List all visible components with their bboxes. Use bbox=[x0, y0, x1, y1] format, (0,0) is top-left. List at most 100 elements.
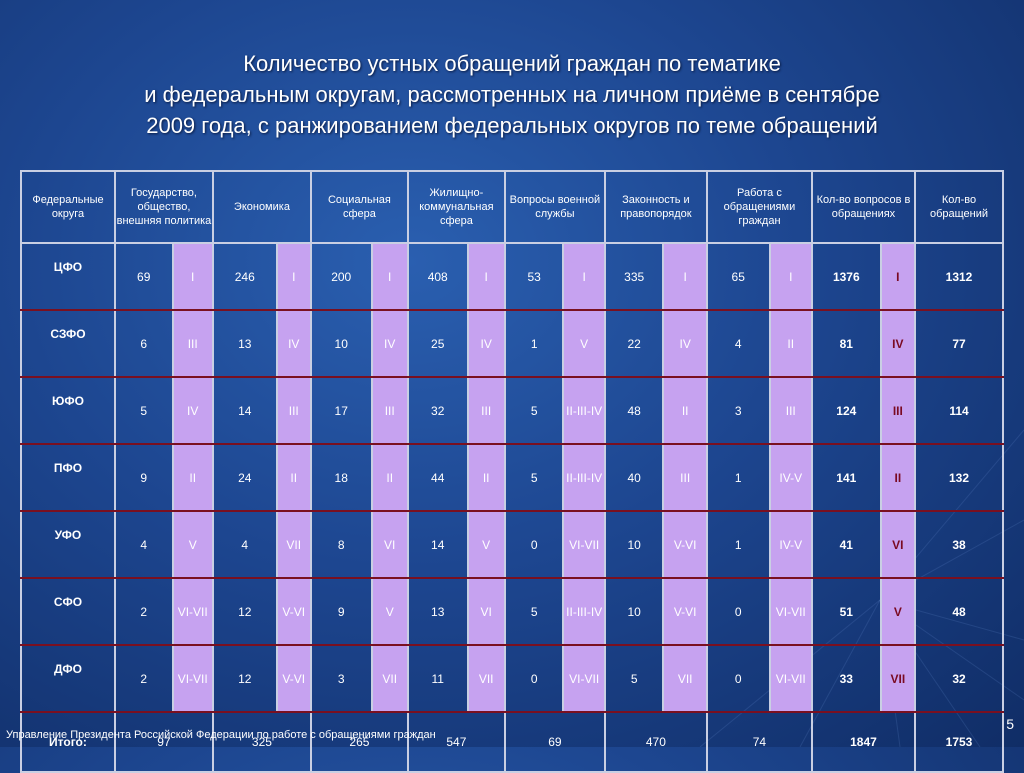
header-region: Федеральные округа bbox=[20, 170, 116, 244]
rank-cell: III bbox=[662, 443, 708, 512]
value-cell: 53 bbox=[503, 242, 565, 311]
rank-cell: VI-VII bbox=[562, 510, 606, 579]
value-cell: 8 bbox=[309, 510, 373, 579]
rank-cell: V bbox=[466, 510, 506, 579]
value-cell: 4 bbox=[705, 309, 771, 378]
region-cell: ПФО bbox=[20, 443, 116, 512]
value-cell: 12 bbox=[211, 577, 278, 646]
questions-cell: 41 bbox=[810, 510, 882, 579]
rank-cell: III bbox=[370, 376, 409, 445]
region-cell: СФО bbox=[20, 577, 116, 646]
rank-cell: I bbox=[768, 242, 813, 311]
overall-rank-cell: I bbox=[879, 242, 917, 311]
value-cell: 5 bbox=[503, 376, 565, 445]
rank-cell: II bbox=[768, 309, 813, 378]
value-cell: 14 bbox=[406, 510, 469, 579]
value-cell: 10 bbox=[603, 577, 665, 646]
value-cell: 1 bbox=[503, 309, 565, 378]
value-cell: 3 bbox=[309, 644, 373, 713]
value-cell: 40 bbox=[603, 443, 665, 512]
region-cell: ДФО bbox=[20, 644, 116, 713]
header-count-appeals: Кол-во обращений bbox=[914, 170, 1004, 244]
rank-cell: I bbox=[275, 242, 312, 311]
rank-cell: IV bbox=[275, 309, 312, 378]
rank-cell: VII bbox=[370, 644, 409, 713]
title-line-3: 2009 года, с ранжированием федеральных о… bbox=[146, 113, 878, 138]
region-cell: ЮФО bbox=[20, 376, 116, 445]
appeals-cell: 114 bbox=[914, 376, 1004, 445]
questions-cell: 141 bbox=[810, 443, 882, 512]
value-cell: 48 bbox=[603, 376, 665, 445]
overall-rank-cell: II bbox=[879, 443, 917, 512]
rank-cell: II bbox=[275, 443, 312, 512]
table-row: ПФО 9 II 24 II 18 II 44 II 5 II-III-IV 40 III 1 IV-V 14… bbox=[20, 443, 1004, 512]
rank-cell: IV-V bbox=[768, 510, 813, 579]
total-value-cell: 69 bbox=[503, 711, 606, 773]
value-cell: 4 bbox=[113, 510, 174, 579]
questions-cell: 81 bbox=[810, 309, 882, 378]
value-cell: 6 bbox=[113, 309, 174, 378]
header-gov: Государство, общество, внешняя политика bbox=[113, 170, 214, 244]
value-cell: 5 bbox=[503, 443, 565, 512]
rank-cell: II-III-IV bbox=[562, 443, 606, 512]
rank-cell: V-VI bbox=[662, 577, 708, 646]
rank-cell: VII bbox=[662, 644, 708, 713]
value-cell: 0 bbox=[503, 510, 565, 579]
total-value-cell: 97 bbox=[113, 711, 214, 773]
value-cell: 44 bbox=[406, 443, 469, 512]
rank-cell: III bbox=[768, 376, 813, 445]
region-cell: СЗФО bbox=[20, 309, 116, 378]
rank-cell: I bbox=[466, 242, 506, 311]
table-row: ЦФО 69 I 246 I 200 I 408 I 53 I 335 I 65 I 1376 I 1312 bbox=[20, 242, 1004, 311]
rank-cell: V bbox=[171, 510, 214, 579]
value-cell: 0 bbox=[503, 644, 565, 713]
overall-rank-cell: VII bbox=[879, 644, 917, 713]
value-cell: 69 bbox=[113, 242, 174, 311]
value-cell: 246 bbox=[211, 242, 278, 311]
value-cell: 5 bbox=[603, 644, 665, 713]
rank-cell: I bbox=[370, 242, 409, 311]
questions-cell: 51 bbox=[810, 577, 882, 646]
value-cell: 11 bbox=[406, 644, 469, 713]
questions-cell: 1376 bbox=[810, 242, 882, 311]
header-work: Работа с обращениями граждан bbox=[705, 170, 813, 244]
rank-cell: IV bbox=[662, 309, 708, 378]
total-value-cell: 325 bbox=[211, 711, 312, 773]
total-value-cell: 470 bbox=[603, 711, 708, 773]
value-cell: 22 bbox=[603, 309, 665, 378]
value-cell: 2 bbox=[113, 644, 174, 713]
rank-cell: II bbox=[370, 443, 409, 512]
appeals-cell: 32 bbox=[914, 644, 1004, 713]
region-cell: ЦФО bbox=[20, 242, 116, 311]
rank-cell: III bbox=[466, 376, 506, 445]
table-row: ДФО 2 VI-VII 12 V-VI 3 VII 11 VII 0 VI-VII 5 VII 0 VI-… bbox=[20, 644, 1004, 713]
rank-cell: VII bbox=[275, 510, 312, 579]
total-value-cell: 265 bbox=[309, 711, 409, 773]
rank-cell: IV bbox=[370, 309, 409, 378]
header-law: Законность и правопорядок bbox=[603, 170, 708, 244]
header-social: Социальная сфера bbox=[309, 170, 409, 244]
appeals-cell: 1312 bbox=[914, 242, 1004, 311]
table-row: СЗФО 6 III 13 IV 10 IV 25 IV 1 V 22 IV 4 II 81 IV 77 bbox=[20, 309, 1004, 378]
rank-cell: VI-VII bbox=[171, 644, 214, 713]
value-cell: 5 bbox=[503, 577, 565, 646]
rank-cell: VI-VII bbox=[768, 577, 813, 646]
rank-cell: II bbox=[171, 443, 214, 512]
value-cell: 1 bbox=[705, 443, 771, 512]
rank-cell: IV bbox=[171, 376, 214, 445]
title-line-2: и федеральным округам, рассмотренных на … bbox=[144, 82, 880, 107]
rank-cell: I bbox=[171, 242, 214, 311]
questions-cell: 124 bbox=[810, 376, 882, 445]
rank-cell: VI-VII bbox=[562, 644, 606, 713]
header-econ: Экономика bbox=[211, 170, 312, 244]
value-cell: 408 bbox=[406, 242, 469, 311]
value-cell: 2 bbox=[113, 577, 174, 646]
value-cell: 200 bbox=[309, 242, 373, 311]
value-cell: 9 bbox=[309, 577, 373, 646]
overall-rank-cell: IV bbox=[879, 309, 917, 378]
value-cell: 4 bbox=[211, 510, 278, 579]
rank-cell: VI bbox=[466, 577, 506, 646]
value-cell: 0 bbox=[705, 644, 771, 713]
total-row: Итого: 97 325 265 547 69 470 74 1847 1753 bbox=[20, 711, 1004, 773]
overall-rank-cell: III bbox=[879, 376, 917, 445]
